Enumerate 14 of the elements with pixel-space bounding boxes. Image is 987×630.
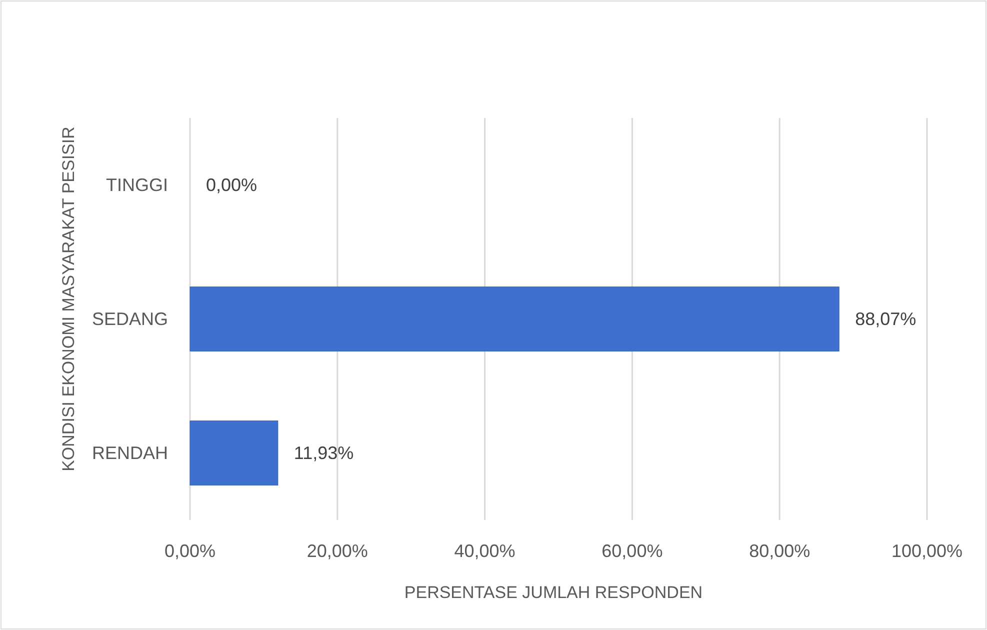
x-tick-label: 60,00% bbox=[602, 541, 663, 561]
x-tick-label: 0,00% bbox=[164, 541, 216, 561]
x-tick-label: 40,00% bbox=[454, 541, 516, 561]
x-axis-title: PERSENTASE JUMLAH RESPONDEN bbox=[404, 583, 703, 602]
data-label: 11,93% bbox=[294, 443, 354, 463]
y-axis-title: KONDISI EKONOMI MASYARAKAT PESISIR bbox=[59, 126, 78, 472]
y-tick-label: SEDANG bbox=[92, 309, 168, 329]
data-label: 88,07% bbox=[855, 309, 916, 329]
x-tick-label: 20,00% bbox=[306, 541, 368, 561]
data-label: 0,00% bbox=[206, 175, 258, 195]
y-tick-label: RENDAH bbox=[92, 443, 168, 463]
x-tick-label: 100,00% bbox=[891, 541, 963, 561]
y-tick-label: TINGGI bbox=[106, 175, 168, 195]
x-tick-label: 80,00% bbox=[749, 541, 810, 561]
